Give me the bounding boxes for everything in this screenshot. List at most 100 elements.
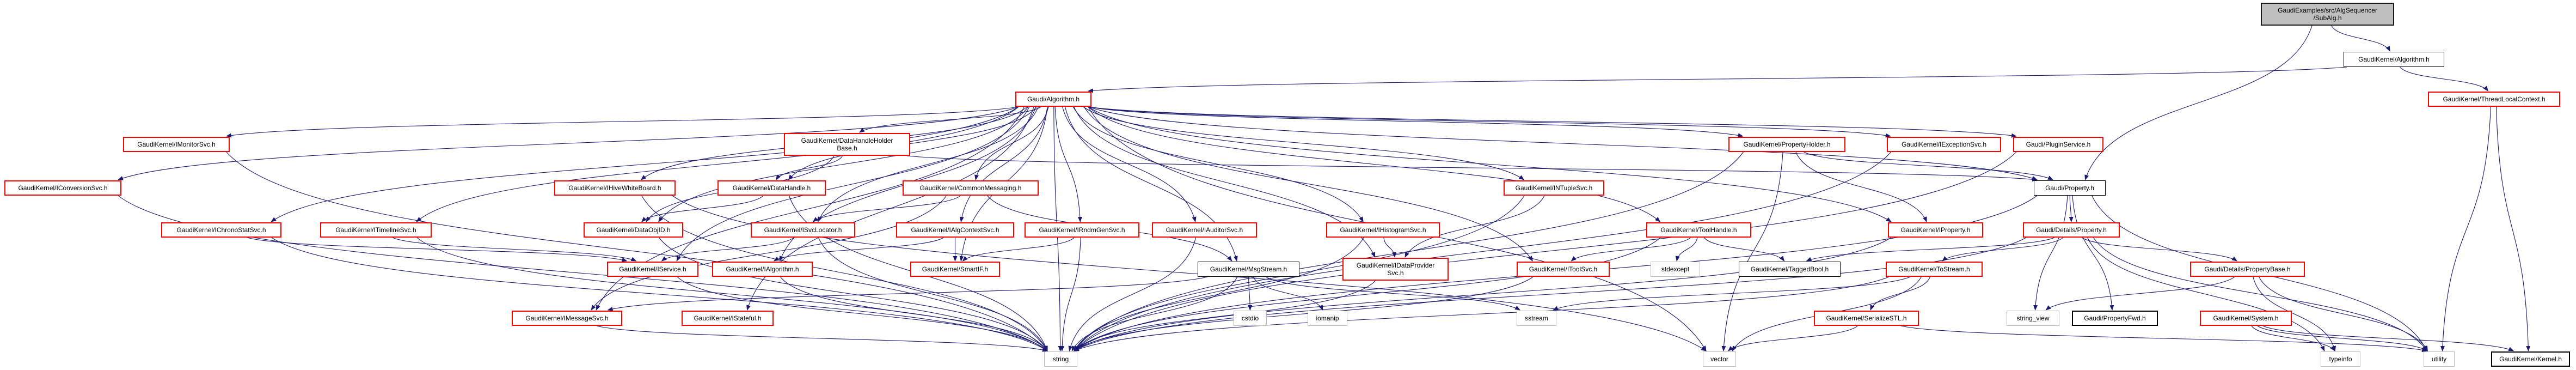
- graph-node-ialgcontextsvc[interactable]: GaudiKernel/IAlgContextSvc.h: [896, 222, 1014, 238]
- graph-node-dhhb[interactable]: GaudiKernel/DataHandleHolder Base.h: [784, 133, 910, 156]
- include-edge-galgorithm-dataobjid: [658, 106, 1029, 222]
- graph-node-iconversionsvc[interactable]: GaudiKernel/IConversionSvc.h: [4, 180, 121, 196]
- graph-node-root[interactable]: GaudiExamples/src/AlgSequencer /SubAlg.h: [2261, 3, 2394, 26]
- include-edge-toolhandle-itoolsvc: [1571, 237, 1691, 262]
- include-edge-detailsproperty-utility: [2093, 237, 2427, 351]
- graph-node-vector[interactable]: vector: [1703, 351, 1736, 367]
- graph-node-utility[interactable]: utility: [2424, 351, 2455, 367]
- include-edge-iproperty-string: [1074, 237, 1892, 351]
- include-edge-galgorithm-iexceptionsvc: [1088, 106, 1891, 138]
- include-edge-toolhandle-taggedbool: [1704, 237, 1785, 262]
- include-edge-datahandle-dataobjid: [641, 195, 764, 222]
- include-edge-system-kernel: [2262, 325, 2514, 351]
- graph-node-imessagesvc[interactable]: GaudiKernel/IMessageSvc.h: [512, 311, 622, 326]
- graph-node-cstdio[interactable]: cstdio: [1234, 311, 1267, 326]
- include-edge-pluginservice-string: [1074, 151, 2017, 351]
- include-edge-commonmessaging-isvclocator: [812, 195, 961, 222]
- include-edge-detailsproperty-tostream: [1942, 237, 2064, 262]
- include-edge-toolhandle-string: [1074, 237, 1661, 351]
- include-edge-galgorithm-isvclocator: [818, 106, 1039, 222]
- include-edge-gproperty-stringview: [2033, 195, 2068, 311]
- graph-node-imonitorsvc[interactable]: GaudiKernel/IMonitorSvc.h: [123, 137, 230, 152]
- include-edge-iexceptionsvc-string: [1074, 151, 1892, 351]
- include-edge-galgorithm-iconversionsvc: [118, 106, 1019, 180]
- graph-node-pluginservice[interactable]: Gaudi/PluginService.h: [2013, 137, 2103, 152]
- include-edge-galgorithm-ichronostatsvc: [271, 106, 1019, 222]
- graph-node-smartif[interactable]: GaudiKernel/SmartIF.h: [910, 262, 1000, 277]
- graph-node-iexceptionsvc[interactable]: GaudiKernel/IExceptionSvc.h: [1887, 137, 2001, 152]
- include-edge-gproperty-detailsproperty: [2069, 195, 2074, 222]
- graph-node-stdexcept[interactable]: stdexcept: [1651, 262, 1700, 277]
- graph-node-itoolsvc[interactable]: GaudiKernel/IToolSvc.h: [1517, 262, 1610, 277]
- graph-node-galgorithm[interactable]: Gaudi/Algorithm.h: [1015, 92, 1091, 107]
- include-edge-propertyholder-vector: [1721, 151, 1783, 351]
- graph-node-tostream[interactable]: GaudiKernel/ToStream.h: [1886, 262, 1983, 277]
- include-edge-galgorithm-imonitorsvc: [226, 106, 1019, 138]
- include-edge-galgorithm-propertyholder: [1088, 106, 1744, 138]
- include-edge-msgstream-cstdio: [1248, 276, 1253, 311]
- include-edge-ialgcontextsvc-ialgorithmh: [773, 237, 944, 262]
- graph-node-datahandle[interactable]: GaudiKernel/DataHandle.h: [717, 180, 826, 196]
- graph-node-iservice[interactable]: GaudiKernel/IService.h: [607, 262, 698, 277]
- graph-node-kalgorithm[interactable]: GaudiKernel/Algorithm.h: [2344, 52, 2444, 67]
- graph-node-irndmgensvc[interactable]: GaudiKernel/IRndmGenSvc.h: [1025, 222, 1139, 238]
- graph-node-gproperty[interactable]: Gaudi/Property.h: [2034, 180, 2106, 196]
- graph-node-istateful[interactable]: GaudiKernel/IStateful.h: [682, 311, 774, 326]
- include-edge-msgstream-string: [1071, 276, 1238, 351]
- include-edge-galgorithm-itoolsvc: [1083, 106, 1533, 262]
- graph-node-stringview[interactable]: string_view: [2007, 311, 2059, 326]
- include-edge-isvclocator-string: [818, 237, 1048, 351]
- include-edge-toolhandle-stdexcept: [1675, 237, 1698, 262]
- include-edge-detailsproperty-string: [1074, 237, 2027, 351]
- graph-node-ihivewhiteboard[interactable]: GaudiKernel/IHiveWhiteBoard.h: [554, 180, 676, 196]
- include-edge-idataprovidersvc-string: [1074, 280, 1376, 351]
- include-edge-root-gproperty: [2084, 25, 2313, 180]
- include-edge-detailsproperty-typeinfo: [2087, 237, 2325, 351]
- include-edge-galgorithm-iproperty: [1088, 106, 1892, 222]
- include-edge-dhhb-datahandle: [776, 155, 843, 180]
- graph-node-dataobjid[interactable]: GaudiKernel/DataObjID.h: [584, 222, 683, 238]
- graph-node-propertyholder[interactable]: GaudiKernel/PropertyHolder.h: [1728, 137, 1845, 152]
- graph-node-taggedbool[interactable]: GaudiKernel/TaggedBool.h: [1739, 262, 1841, 277]
- graph-node-ialgorithmh[interactable]: GaudiKernel/IAlgorithm.h: [712, 262, 813, 277]
- graph-node-propertyfwd[interactable]: Gaudi/PropertyFwd.h: [2072, 311, 2158, 326]
- graph-node-iproperty[interactable]: GaudiKernel/IProperty.h: [1888, 222, 1983, 238]
- include-edge-galgorithm-pluginservice: [1088, 106, 2017, 138]
- include-edge-itimelinesvc-iservice: [392, 237, 637, 262]
- include-edge-system-utility: [2257, 325, 2428, 351]
- graph-node-commonmessaging[interactable]: GaudiKernel/CommonMessaging.h: [903, 180, 1039, 196]
- include-edge-msgstream-imessagesvc: [607, 276, 1208, 311]
- include-edge-detailsproperty-propertybase: [2082, 237, 2237, 262]
- graph-node-tlc[interactable]: GaudiKernel/ThreadLocalContext.h: [2428, 92, 2560, 107]
- include-edge-tlc-utility: [2440, 106, 2491, 351]
- graph-node-string[interactable]: string: [1044, 351, 1077, 367]
- include-edge-galgorithm-commonmessaging: [974, 106, 1049, 180]
- graph-node-sstream[interactable]: sstream: [1517, 311, 1556, 326]
- graph-node-system[interactable]: GaudiKernel/System.h: [2200, 311, 2292, 326]
- include-edge-msgstream-iomanip: [1253, 276, 1323, 311]
- graph-node-toolhandle[interactable]: GaudiKernel/ToolHandle.h: [1646, 222, 1751, 238]
- graph-node-ihistogramsvc[interactable]: GaudiKernel/IHistogramSvc.h: [1326, 222, 1440, 238]
- include-edge-system-typeinfo: [2251, 325, 2335, 351]
- graph-node-kernel[interactable]: GaudiKernel/Kernel.h: [2491, 351, 2570, 367]
- include-edge-dataobjid-string: [659, 237, 1048, 351]
- graph-node-ichronostatsvc[interactable]: GaudiKernel/IChronoStatSvc.h: [161, 222, 281, 238]
- graph-node-isvclocator[interactable]: GaudiKernel/ISvcLocator.h: [751, 222, 855, 238]
- graph-node-iauditorsvc[interactable]: GaudiKernel/IAuditorSvc.h: [1152, 222, 1257, 238]
- include-edge-ialgorithmh-string: [780, 276, 1048, 351]
- include-edge-galgorithm-ialgcontextsvc: [959, 106, 1048, 222]
- graph-node-propertybase[interactable]: Gaudi/Details/PropertyBase.h: [2190, 262, 2305, 277]
- graph-node-intuplesvc[interactable]: GaudiKernel/INTupleSvc.h: [1504, 180, 1604, 196]
- graph-node-itimelinesvc[interactable]: GaudiKernel/ITimelineSvc.h: [320, 222, 432, 238]
- include-edge-iservice-string: [677, 276, 1048, 351]
- graph-node-typeinfo[interactable]: typeinfo: [2321, 351, 2360, 367]
- graph-node-detailsproperty[interactable]: Gaudi/Details/Property.h: [2023, 222, 2120, 238]
- graph-node-idataprovidersvc[interactable]: GaudiKernel/IDataProvider Svc.h: [1342, 258, 1449, 281]
- include-edge-detailsproperty-taggedbool: [1806, 237, 2055, 262]
- include-edge-iconversionsvc-string: [118, 195, 1048, 351]
- graph-node-iomanip[interactable]: iomanip: [1308, 311, 1347, 326]
- graph-node-msgstream[interactable]: GaudiKernel/MsgStream.h: [1198, 262, 1299, 277]
- graph-node-serializestl[interactable]: GaudiKernel/SerializeSTL.h: [1814, 311, 1919, 326]
